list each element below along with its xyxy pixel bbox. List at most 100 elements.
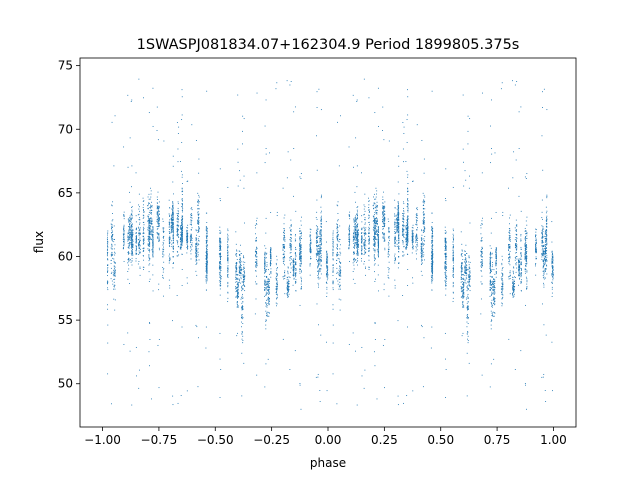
data-point: [293, 148, 295, 149]
data-point: [131, 248, 133, 250]
data-point: [535, 236, 536, 238]
data-point: [365, 239, 367, 241]
data-point: [463, 285, 465, 287]
data-point: [265, 247, 267, 249]
data-point: [219, 226, 221, 228]
data-point: [375, 218, 377, 220]
data-point: [469, 274, 471, 276]
data-point: [492, 315, 494, 317]
data-point: [241, 331, 243, 332]
data-point: [452, 250, 454, 252]
data-point: [481, 223, 483, 224]
data-point: [332, 287, 334, 289]
data-point: [290, 224, 292, 226]
data-point: [172, 235, 174, 237]
data-point: [520, 279, 522, 281]
data-point: [383, 139, 385, 141]
data-point: [382, 211, 384, 213]
data-point: [542, 274, 544, 276]
data-point: [374, 236, 375, 238]
data-point: [356, 236, 358, 238]
data-point: [462, 290, 464, 292]
data-point: [424, 196, 426, 198]
data-point: [516, 237, 517, 239]
data-point: [368, 228, 370, 229]
data-point: [444, 273, 446, 275]
data-point: [481, 220, 483, 222]
data-point: [300, 235, 302, 237]
data-point: [489, 272, 491, 273]
data-point: [461, 267, 463, 269]
data-point: [398, 219, 400, 221]
data-point: [227, 276, 229, 278]
data-point: [169, 246, 171, 247]
data-point: [243, 175, 245, 177]
data-point: [509, 235, 511, 236]
data-point: [509, 254, 511, 256]
data-point: [172, 229, 174, 231]
data-point: [319, 277, 321, 279]
data-point: [300, 250, 302, 252]
data-point: [508, 245, 510, 247]
data-point: [290, 247, 292, 249]
data-point: [172, 220, 173, 221]
data-point: [139, 223, 140, 225]
data-point: [268, 280, 270, 282]
data-point: [377, 252, 379, 254]
data-point: [147, 220, 149, 221]
data-point: [431, 253, 433, 254]
data-point: [276, 290, 278, 292]
data-point: [542, 254, 544, 256]
data-point: [264, 265, 266, 267]
data-point: [516, 225, 518, 227]
data-point: [512, 284, 514, 286]
data-point: [384, 225, 386, 226]
data-point: [336, 267, 338, 269]
data-point: [374, 234, 376, 235]
data-point: [480, 281, 482, 283]
data-point: [107, 275, 108, 277]
data-point: [402, 234, 404, 236]
data-point: [535, 246, 536, 248]
data-point: [191, 236, 192, 238]
data-point: [181, 174, 183, 176]
data-point: [388, 271, 390, 273]
data-point: [490, 281, 492, 283]
data-point: [481, 223, 483, 225]
data-point: [316, 107, 318, 108]
data-point: [142, 240, 144, 242]
data-point: [535, 245, 536, 247]
data-point: [128, 239, 130, 241]
data-point: [374, 206, 376, 208]
data-point: [111, 236, 113, 238]
data-point: [301, 279, 302, 281]
data-point: [541, 241, 543, 243]
data-point: [156, 233, 158, 235]
data-point: [452, 291, 454, 293]
data-point: [264, 263, 266, 265]
data-point: [242, 308, 244, 309]
data-point: [150, 218, 152, 220]
data-point: [452, 257, 454, 259]
data-point: [195, 256, 197, 258]
data-point: [205, 270, 207, 272]
data-point: [237, 282, 239, 284]
data-point: [515, 229, 517, 231]
data-point: [172, 226, 174, 228]
data-point: [356, 225, 358, 227]
data-point: [332, 271, 334, 273]
data-point: [150, 233, 152, 235]
data-point: [197, 223, 199, 225]
data-point: [106, 238, 108, 240]
data-point: [287, 284, 289, 286]
data-point: [469, 118, 471, 120]
data-point: [276, 289, 278, 291]
data-point: [407, 200, 409, 202]
data-point: [375, 237, 376, 239]
data-point: [515, 248, 517, 250]
data-point: [356, 261, 357, 263]
data-point: [394, 222, 396, 223]
data-point: [237, 283, 239, 284]
data-point: [407, 206, 409, 208]
data-point: [287, 266, 289, 268]
